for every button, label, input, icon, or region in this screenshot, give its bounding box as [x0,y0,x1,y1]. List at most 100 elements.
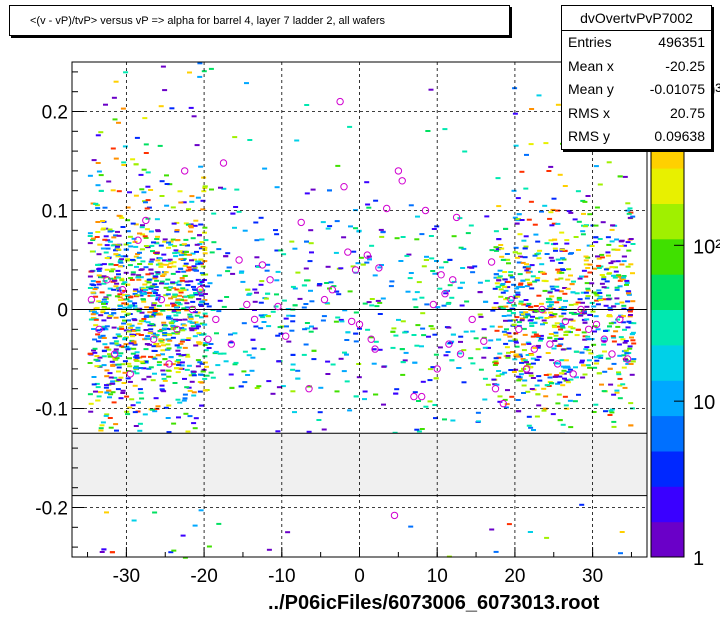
heatmap-cell [143,245,149,247]
heatmap-cell [502,285,508,288]
color-scale-band [651,168,684,204]
stats-row-mean-y: Mean y -0.01075 [562,78,711,102]
heatmap-cell [437,287,443,290]
heatmap-cell [188,223,194,226]
heatmap-cell [351,250,357,253]
heatmap-cell [198,247,204,250]
heatmap-cell [168,243,174,246]
profile-point [204,335,212,343]
heatmap-cell [527,531,533,533]
profile-point [569,370,577,378]
heatmap-cell [197,361,203,364]
heatmap-cell [97,335,103,338]
heatmap-cell [106,294,112,297]
heatmap-cell [197,62,203,65]
profile-point [235,256,243,264]
heatmap-cell [265,263,271,266]
heatmap-cell [501,315,507,317]
heatmap-cell [584,282,590,285]
heatmap-cell [157,144,163,147]
heatmap-cell [198,223,204,226]
heatmap-cell [496,338,502,341]
heatmap-cell [596,264,602,267]
profile-point [367,335,375,343]
heatmap-cell [151,345,157,348]
heatmap-cell [107,228,113,231]
x-tick-label: -20 [190,566,217,587]
heatmap-cell [563,334,569,336]
heatmap-cell [167,266,172,269]
heatmap-cell [280,385,286,388]
heatmap-cell [525,313,531,316]
heatmap-cell [549,295,555,298]
heatmap-cell [175,239,181,242]
heatmap-cell [192,311,198,314]
heatmap-cell [524,263,529,266]
profile-point [418,392,426,401]
heatmap-cell [587,271,593,274]
heatmap-cell [552,313,558,316]
heatmap-cell [177,303,183,306]
heatmap-cell [518,282,524,285]
heatmap-cell [618,552,623,555]
heatmap-cell [200,208,206,211]
heatmap-cell [115,248,121,251]
heatmap-cell [133,358,139,361]
heatmap-cell [431,228,437,230]
heatmap-cell [541,319,547,322]
heatmap-cell [541,272,547,275]
heatmap-cell [536,404,542,407]
heatmap-cell [470,330,476,333]
heatmap-cell [582,225,588,228]
heatmap-cell [132,343,138,346]
heatmap-cell [191,374,197,377]
heatmap-cell [93,312,99,315]
heatmap-cell [497,400,503,403]
heatmap-cell [334,220,340,223]
heatmap-cell [130,258,135,261]
heatmap-cell [144,306,150,309]
heatmap-cell [115,255,121,258]
heatmap-cell [573,236,579,238]
heatmap-cell [112,336,118,339]
heatmap-cell [171,332,177,335]
heatmap-cell [134,359,140,362]
heatmap-cell [575,328,581,331]
heatmap-cell [95,399,101,402]
heatmap-cell [627,309,632,312]
heatmap-cell [621,260,627,263]
y-tick-label: -0.1 [35,400,68,421]
heatmap-cell [181,307,187,310]
heatmap-cell [114,357,120,360]
heatmap-cell [625,326,631,329]
heatmap-cell [518,283,523,286]
heatmap-cell [185,284,191,287]
heatmap-cell [192,224,198,227]
heatmap-cell [201,70,207,73]
heatmap-cell [614,389,620,392]
stats-label: RMS x [568,104,610,121]
heatmap-cell [467,266,473,269]
heatmap-cell [266,548,272,551]
heatmap-cell [127,191,132,194]
heatmap-cell [142,235,148,238]
heatmap-cell [146,281,152,284]
heatmap-cell [173,281,179,284]
color-scale-label: 1 [693,548,704,570]
heatmap-cell [626,292,631,295]
heatmap-cell [429,257,435,260]
heatmap-cell [503,406,509,409]
stats-label: Entries [568,34,612,50]
heatmap-cell [565,381,571,384]
heatmap-cell [95,162,101,164]
heatmap-cell [152,511,158,514]
heatmap-cell [504,253,510,255]
heatmap-cell [197,234,202,237]
heatmap-cell [202,185,208,188]
heatmap-cell [87,174,93,177]
heatmap-cell [236,210,242,213]
heatmap-cell [184,353,190,356]
heatmap-cell [509,276,515,279]
heatmap-cell [148,328,154,331]
profile-point [553,360,562,368]
